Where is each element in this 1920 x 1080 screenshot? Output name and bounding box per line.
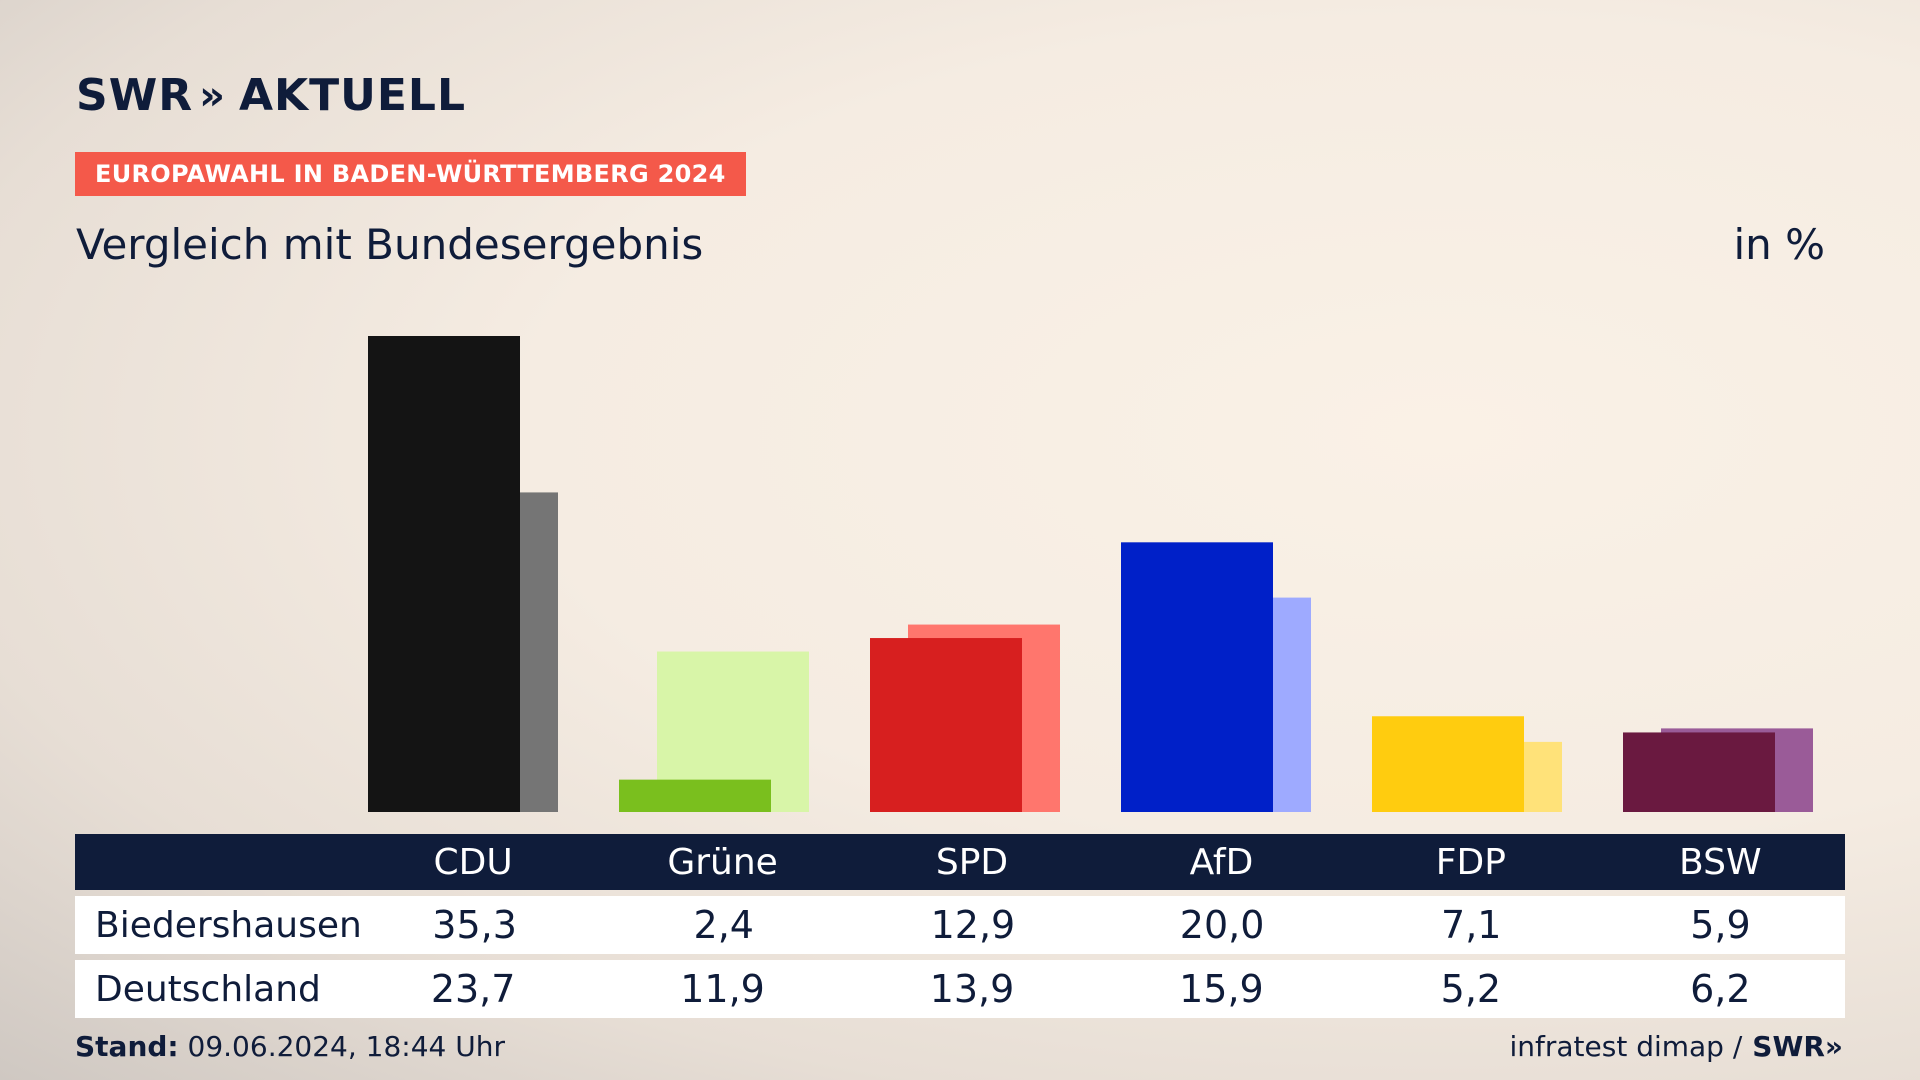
source-credit: infratest dimap / SWR» <box>1509 1030 1843 1063</box>
party-header: CDU <box>433 841 513 883</box>
bar-regional-cdu <box>368 336 520 812</box>
chart-subtitle: Vergleich mit Bundesergebnis <box>76 220 704 269</box>
bar-regional-grüne <box>619 779 771 812</box>
party-header: BSW <box>1679 841 1762 883</box>
logo-aktuell: AKTUELL <box>238 70 466 121</box>
row-label: Deutschland <box>95 968 321 1010</box>
table-cell: 15,9 <box>1179 967 1264 1011</box>
table-cell: 6,2 <box>1690 967 1751 1011</box>
party-header: Grüne <box>667 841 778 883</box>
party-header: SPD <box>935 841 1009 883</box>
table-cell: 2,4 <box>693 903 754 947</box>
swr-brand: SWR» <box>1752 1030 1843 1063</box>
stand-value: 09.06.2024, 18:44 Uhr <box>187 1030 505 1063</box>
results-table: CDU Grüne SPD AfD FDP BSW Biedershausen … <box>75 834 1845 1018</box>
table-cell: 13,9 <box>929 967 1015 1011</box>
source-label: infratest dimap / <box>1509 1030 1743 1063</box>
bar-regional-fdp <box>1372 716 1524 812</box>
row-label: Biedershausen <box>95 904 362 946</box>
bar-regional-bsw <box>1623 732 1775 812</box>
party-header: AfD <box>1189 841 1254 883</box>
party-header: FDP <box>1435 841 1506 883</box>
table-cell: 11,9 <box>680 967 765 1011</box>
table-cell: 7,1 <box>1441 903 1502 947</box>
table-cell: 20,0 <box>1179 903 1265 947</box>
bar-regional-afd <box>1121 542 1273 812</box>
logo-swr: SWR <box>76 70 194 121</box>
table-header: CDU Grüne SPD AfD FDP BSW <box>75 834 1845 890</box>
table-row: Deutschland 23,7 11,9 13,9 15,9 5,2 6,2 <box>75 960 1845 1018</box>
swr-aktuell-logo: SWR » AKTUELL <box>76 70 466 121</box>
table-cell: 5,9 <box>1690 903 1751 947</box>
timestamp: Stand: 09.06.2024, 18:44 Uhr <box>75 1030 505 1063</box>
table-cell: 23,7 <box>430 967 516 1011</box>
election-tag: EUROPAWAHL IN BADEN-WÜRTTEMBERG 2024 <box>75 152 746 196</box>
table-cell: 5,2 <box>1440 967 1502 1011</box>
table-row: Biedershausen 35,3 2,4 12,9 20,0 7,1 5,9 <box>75 896 1845 954</box>
table-cell: 12,9 <box>930 903 1016 947</box>
stand-label: Stand: <box>75 1030 179 1063</box>
unit-label: in % <box>1733 220 1825 269</box>
bar-regional-spd <box>870 638 1022 812</box>
table-cell: 35,3 <box>432 903 517 947</box>
